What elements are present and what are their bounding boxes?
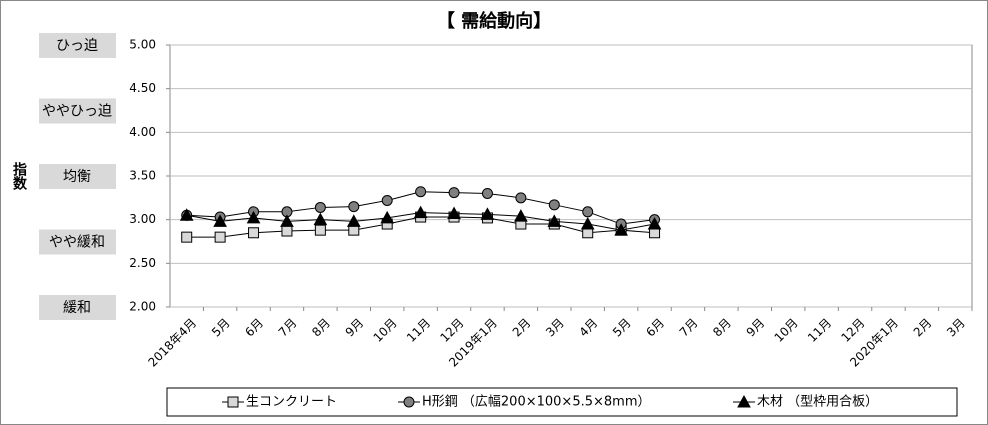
level-box xyxy=(39,164,116,189)
marker xyxy=(179,208,194,221)
y-tick-label: 2.00 xyxy=(129,300,156,314)
marker xyxy=(737,394,751,408)
marker xyxy=(213,214,227,227)
marker xyxy=(313,212,328,226)
marker xyxy=(314,201,326,213)
marker xyxy=(480,207,495,220)
marker xyxy=(181,231,193,243)
marker xyxy=(447,206,461,220)
y-tick-label: 4.00 xyxy=(129,125,156,139)
marker xyxy=(481,187,493,199)
marker xyxy=(614,223,628,236)
level-label: やや緩和 xyxy=(49,235,105,251)
level-box xyxy=(39,33,116,58)
level-box xyxy=(39,98,116,124)
legend-box xyxy=(166,387,958,417)
marker xyxy=(514,209,528,222)
marker xyxy=(248,227,260,239)
level-label: 均衡 xyxy=(63,169,91,185)
marker xyxy=(214,231,226,243)
y-tick-label: 4.50 xyxy=(129,81,156,95)
y-tick-label: 3.50 xyxy=(129,169,156,183)
level-label: ややひっ迫 xyxy=(42,104,112,120)
marker xyxy=(515,192,527,204)
marker xyxy=(280,214,294,227)
marker xyxy=(281,225,293,237)
marker xyxy=(413,205,428,219)
y-axis-label: 指数 xyxy=(11,161,27,191)
marker xyxy=(381,194,393,206)
y-tick-label: 3.00 xyxy=(129,212,156,226)
level-box xyxy=(39,295,116,320)
marker xyxy=(415,186,427,198)
marker xyxy=(647,216,662,230)
level-label: ひっ迫 xyxy=(56,38,98,54)
legend-label: 木材 （型枠用合板） xyxy=(757,395,878,410)
marker xyxy=(580,216,595,230)
chart-title: 【 需給動向】 xyxy=(437,10,551,32)
marker xyxy=(314,224,326,236)
marker xyxy=(246,210,261,224)
marker xyxy=(582,206,594,218)
marker xyxy=(448,187,460,199)
marker xyxy=(346,214,361,227)
level-box xyxy=(39,229,116,255)
y-tick-label: 5.00 xyxy=(129,38,156,52)
y-tick-label: 2.50 xyxy=(129,256,156,270)
legend-label: H形鋼 （広幅200×100×5.5×8mm） xyxy=(422,395,650,410)
marker xyxy=(227,396,239,408)
marker xyxy=(348,201,360,213)
level-label: 緩和 xyxy=(63,300,91,316)
legend-label: 生コンクリート xyxy=(246,395,337,410)
marker xyxy=(547,214,562,227)
marker xyxy=(380,210,395,224)
marker xyxy=(403,396,415,408)
marker xyxy=(548,199,560,211)
